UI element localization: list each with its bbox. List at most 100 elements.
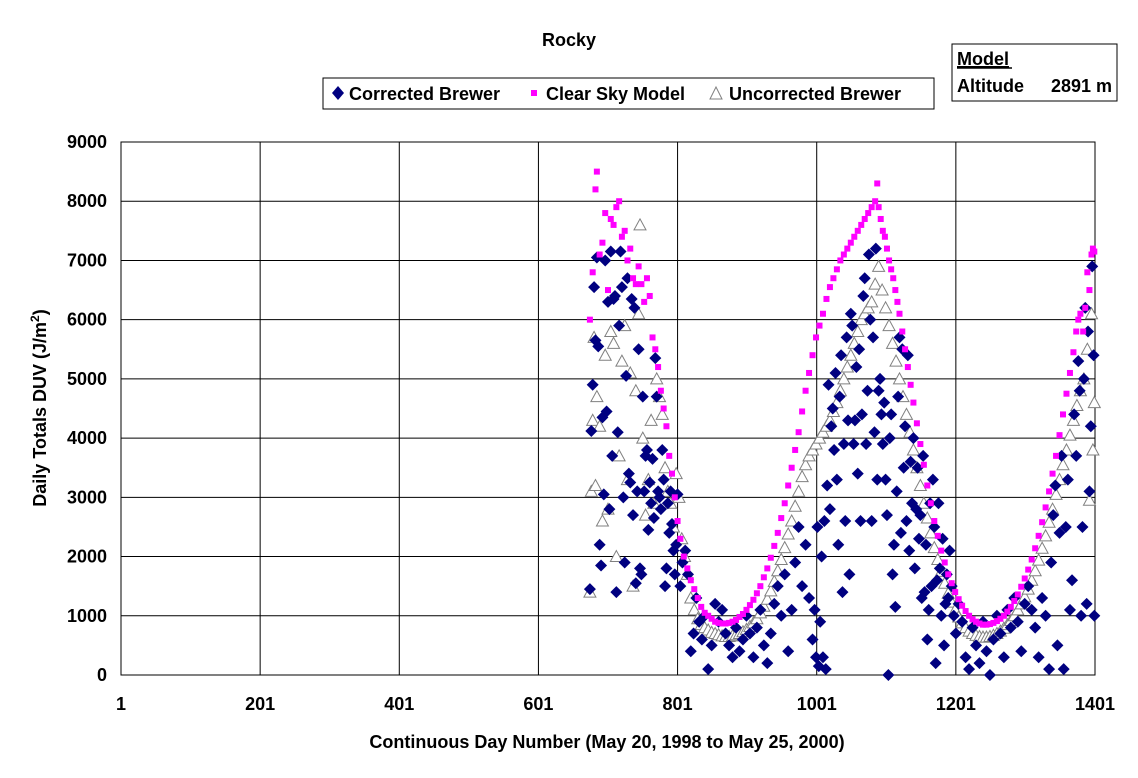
data-point	[816, 322, 823, 329]
data-point	[874, 180, 881, 187]
data-point	[708, 615, 715, 622]
data-point	[810, 651, 823, 664]
data-point	[660, 405, 667, 412]
data-point	[621, 227, 628, 234]
data-point	[1086, 442, 1100, 456]
data-point	[878, 396, 891, 409]
y-tick-label: 9000	[67, 132, 107, 152]
data-point	[969, 616, 976, 623]
data-point	[604, 245, 617, 258]
data-point	[833, 266, 840, 273]
data-point	[753, 590, 760, 597]
data-point	[848, 414, 861, 427]
data-point	[649, 352, 662, 365]
data-point	[702, 663, 715, 676]
data-point	[869, 242, 882, 255]
data-point	[592, 186, 599, 193]
legend: Corrected Brewer Clear Sky Model Uncorre…	[322, 77, 935, 110]
data-point	[719, 620, 726, 627]
data-point	[840, 360, 855, 373]
y-axis-label-close: )	[30, 309, 50, 315]
data-point	[632, 343, 645, 356]
data-point	[796, 580, 809, 593]
data-point	[788, 464, 795, 471]
data-point	[857, 289, 870, 302]
data-point	[883, 245, 890, 252]
legend-marker-uncorrected-brewer	[709, 85, 723, 100]
data-point	[864, 294, 879, 308]
data-point	[837, 438, 850, 451]
data-point	[931, 518, 938, 525]
data-point	[771, 580, 784, 593]
data-point	[1007, 603, 1014, 610]
data-point	[771, 542, 778, 549]
data-point	[850, 324, 865, 338]
data-point	[842, 414, 855, 427]
data-point	[906, 442, 921, 456]
data-point	[840, 331, 853, 344]
data-point	[726, 619, 733, 626]
data-point	[595, 513, 610, 527]
data-point	[1059, 411, 1066, 418]
data-point	[819, 310, 826, 317]
data-point	[1042, 515, 1056, 528]
data-point	[920, 461, 927, 468]
data-point	[649, 334, 656, 341]
y-tick-label: 4000	[67, 428, 107, 448]
data-point	[830, 275, 837, 282]
data-point	[1070, 449, 1083, 462]
data-point	[585, 425, 598, 438]
model-box-frame	[951, 43, 1118, 102]
data-point	[655, 407, 670, 420]
data-point	[1084, 306, 1099, 320]
data-point	[889, 354, 903, 367]
data-point	[760, 592, 775, 605]
data-point	[1031, 553, 1046, 566]
chart-title: Rocky	[542, 30, 596, 50]
data-point	[743, 627, 756, 640]
data-point	[763, 583, 778, 597]
model-box-heading: Model	[957, 49, 1009, 69]
data-point	[655, 364, 662, 371]
data-point	[723, 639, 736, 652]
data-point	[886, 568, 899, 581]
data-point	[1018, 583, 1025, 590]
data-point	[908, 562, 921, 575]
data-point	[917, 449, 930, 462]
data-point	[1053, 526, 1066, 539]
x-tick-label: 201	[245, 694, 275, 714]
data-point	[900, 515, 913, 528]
legend-marker-clear-sky-model	[531, 90, 537, 96]
data-point	[610, 221, 617, 228]
data-point	[778, 568, 791, 581]
data-point	[858, 221, 865, 228]
data-point	[595, 559, 608, 572]
data-point	[593, 168, 600, 175]
data-point	[615, 281, 628, 294]
data-point	[1018, 597, 1031, 610]
data-point	[603, 324, 618, 338]
data-point	[596, 251, 603, 258]
data-point	[781, 500, 788, 507]
data-point	[1038, 528, 1053, 542]
data-point	[1075, 609, 1088, 622]
data-point	[956, 615, 969, 628]
data-point	[628, 383, 643, 397]
data-point	[1014, 591, 1021, 598]
data-point	[715, 619, 722, 626]
data-point	[701, 609, 708, 616]
data-point	[635, 263, 642, 270]
data-point	[1063, 390, 1070, 397]
data-point	[833, 390, 846, 403]
data-point	[941, 559, 948, 566]
data-point	[980, 645, 993, 658]
data-point	[894, 298, 901, 305]
data-point	[907, 381, 914, 388]
data-point	[659, 580, 672, 593]
data-point	[788, 499, 802, 512]
data-point	[865, 210, 872, 217]
data-point	[822, 378, 835, 391]
data-point	[1082, 493, 1097, 506]
data-point	[850, 361, 863, 374]
